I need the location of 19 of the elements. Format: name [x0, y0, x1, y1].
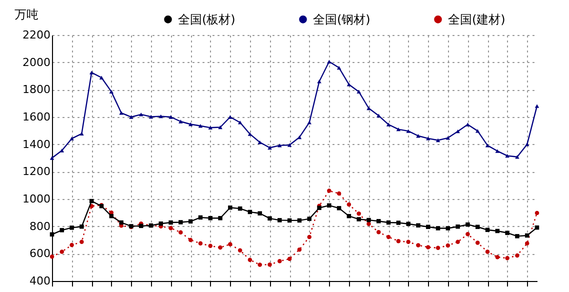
y-tick-label: 2200: [22, 28, 50, 42]
y-tick-label: 800: [30, 220, 50, 233]
y-tick-label: 2000: [22, 56, 50, 69]
point: [456, 240, 460, 244]
y-tick-label: 1400: [22, 138, 50, 151]
y-tick-label: 1800: [22, 83, 50, 96]
y-tick-label: 1200: [22, 165, 50, 178]
y-tick-label: 1000: [22, 192, 50, 206]
y-tick-label: 600: [30, 247, 50, 260]
y-tick-label: 400: [30, 274, 50, 288]
line-series: [50, 60, 540, 160]
point: [70, 242, 74, 248]
legend-label: 全国(建材): [448, 12, 506, 26]
legend-label: 全国(板材): [178, 12, 236, 26]
point: [50, 156, 54, 160]
y-axis-title: 万吨: [14, 8, 38, 22]
y-tick-label: 1600: [22, 110, 50, 124]
point: [534, 210, 540, 216]
legend-label: 全国(钢材): [313, 12, 370, 26]
